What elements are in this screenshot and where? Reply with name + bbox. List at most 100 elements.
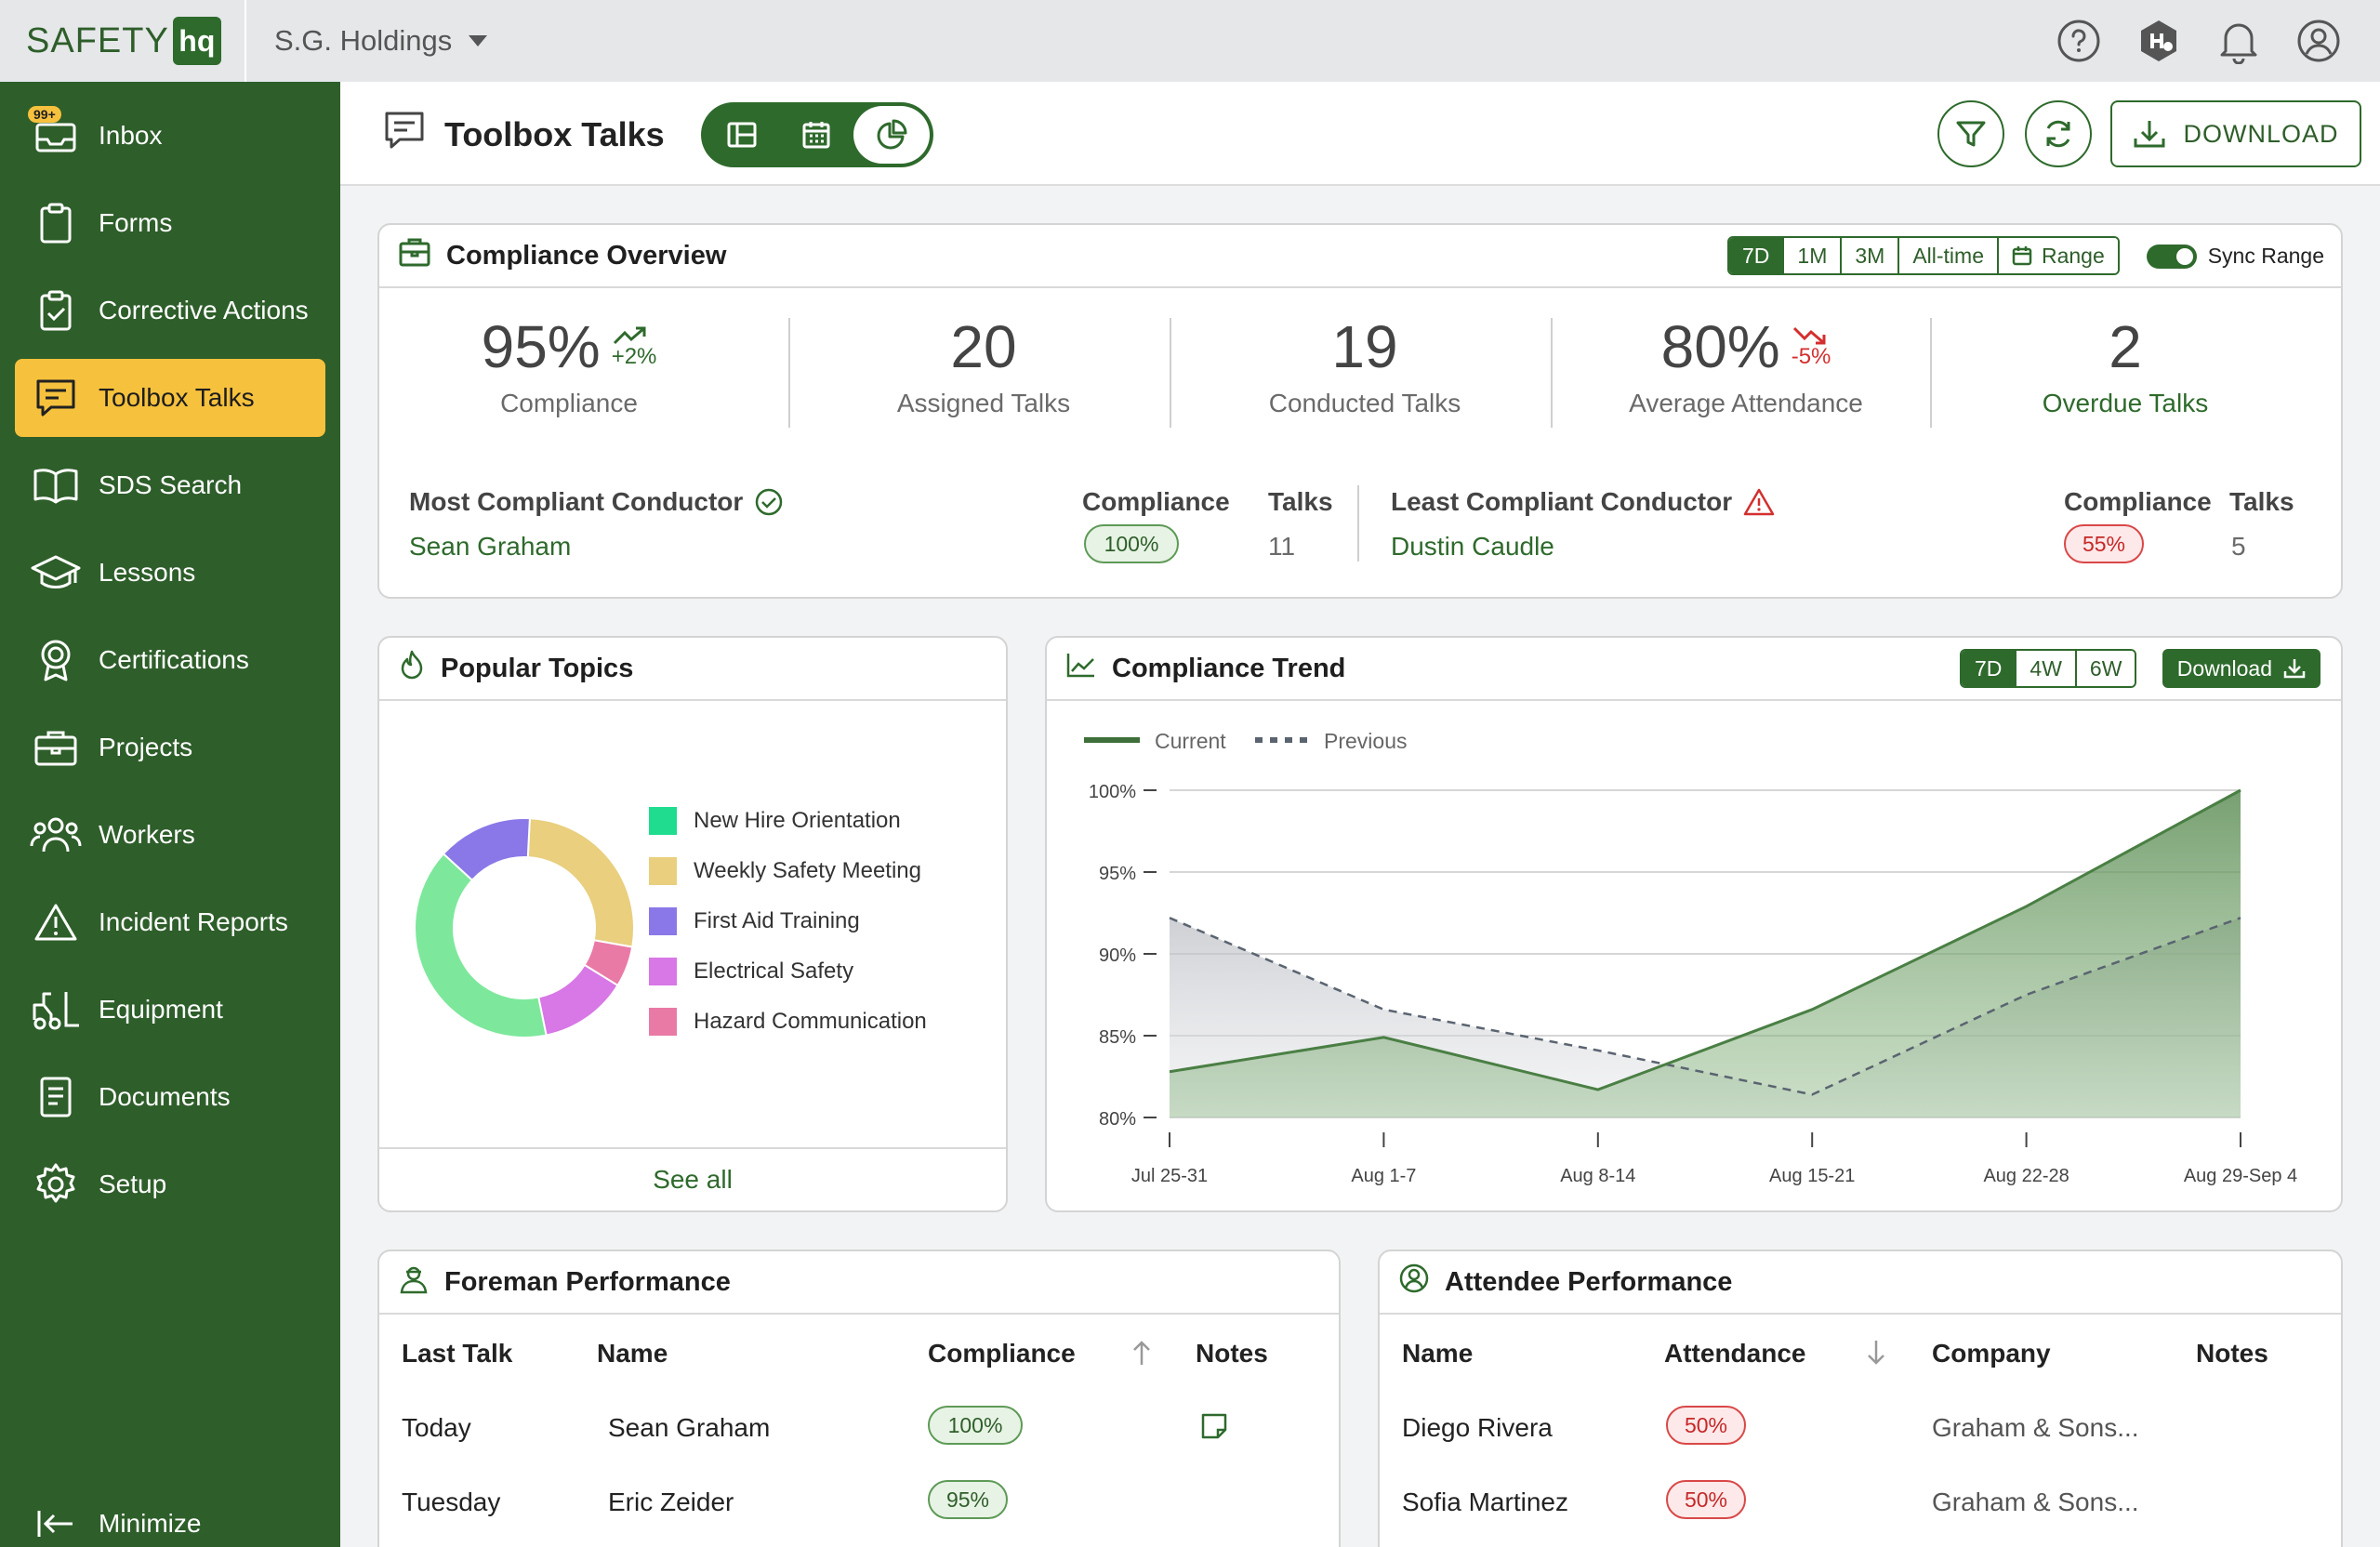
filter-button[interactable] [1937,100,2004,167]
warning-icon [30,896,82,948]
kpi-value: 2 [2109,313,2142,380]
trend-download-button[interactable]: Download [2162,649,2320,688]
calendar-view-button[interactable] [779,106,853,164]
compliance-trend-chart: Current Previous 100% 95% 90% 85% 80% Jul 25-… [1084,729,2297,1186]
x-tick-label: Aug 15-21 [1769,1166,1855,1186]
legend-swatch [649,907,677,935]
sync-range-label: Sync Range [2207,244,2324,268]
user-circle-icon [1398,1263,1430,1302]
cell-company: Graham & Sons... [1932,1413,2139,1442]
legend-current-label: Current [1155,729,1226,753]
range-1m[interactable]: 1M [1782,238,1841,273]
inbox-icon: 99+ [28,106,82,162]
sidebar-item-setup[interactable]: Setup [15,1145,325,1223]
sidebar-item-label: Lessons [99,558,196,587]
talks-count: 5 [2231,532,2246,561]
column-header-compliance[interactable]: Compliance [928,1339,1076,1368]
column-header-notes[interactable]: Notes [1196,1339,1268,1368]
column-header-name[interactable]: Name [597,1339,668,1368]
refresh-button[interactable] [2025,100,2092,167]
range-all-time[interactable]: All-time [1897,238,1997,273]
sidebar-item-lessons[interactable]: Lessons [15,534,325,612]
range-7d[interactable]: 7D [1729,238,1783,273]
attendee-performance-card: Attendee Performance Name Attendance Com… [1378,1250,2343,1547]
sidebar-item-sds-search[interactable]: SDS Search [15,446,325,524]
most-compliant-name[interactable]: Sean Graham [409,532,572,561]
kpi-compliance: 95% +2% Compliance [379,309,759,430]
hard-hat-icon [398,1263,430,1302]
sidebar-item-label: Forms [99,208,173,237]
collapse-icon [30,1498,82,1547]
y-tick-label: 80% [1099,1109,1136,1130]
sort-desc-icon[interactable] [1865,1339,1887,1371]
page-title: Toolbox Talks [444,114,665,153]
donut-segment-4 [442,817,531,882]
help-icon[interactable] [2055,17,2103,65]
compliance-trend-card: Compliance Trend 7D 4W 6W Download Curre… [1045,636,2343,1212]
range-3m[interactable]: 3M [1840,238,1898,273]
kpi-label: Conducted Talks [1268,389,1461,417]
y-tick-label: 95% [1099,864,1136,884]
gear-icon [30,1158,82,1210]
card-title: Attendee Performance [1445,1266,1733,1297]
sidebar-item-label: Projects [99,733,193,761]
see-all-link[interactable]: See all [379,1147,1006,1210]
sidebar-item-inbox[interactable]: 99+ Inbox [15,97,325,175]
legend-item: Electrical Safety [649,958,853,985]
sidebar-item-workers[interactable]: Workers [15,796,325,874]
column-header-last-talk[interactable]: Last Talk [402,1339,513,1368]
cell-name: Diego Rivera [1402,1413,1553,1442]
table-view-button[interactable] [705,106,779,164]
sidebar-item-toolbox-talks[interactable]: Toolbox Talks [15,359,325,437]
sync-range-toggle[interactable]: Sync Range [2146,244,2324,269]
sidebar-item-forms[interactable]: Forms [15,184,325,262]
legend-swatch [649,857,677,885]
award-icon [30,634,82,686]
kpi-value: 20 [950,313,1017,380]
toggle-switch[interactable] [2146,244,2197,269]
minimize-button[interactable]: Minimize [15,1491,325,1547]
talks-count: 11 [1268,532,1296,561]
dashboard-view-button[interactable] [853,106,930,164]
sidebar-item-corrective-actions[interactable]: Corrective Actions [15,271,325,350]
user-icon[interactable] [2294,17,2343,65]
topics-donut-chart [414,817,635,1038]
previous-series-line [1169,917,2241,1096]
clipboard-check-icon [30,284,82,337]
column-header-name[interactable]: Name [1402,1339,1474,1368]
sidebar-item-equipment[interactable]: Equipment [15,971,325,1049]
trend-range-6w[interactable]: 6W [2074,651,2135,686]
note-icon[interactable] [1199,1411,1229,1446]
briefcase-icon [398,236,431,275]
bell-icon[interactable] [2215,17,2263,65]
column-header-company[interactable]: Company [1932,1339,2051,1368]
org-selector[interactable]: S.G. Holdings [274,24,488,58]
hex-logo-icon[interactable] [2135,17,2183,65]
compliance-overview-card: Compliance Overview 7D 1M 3M All-time Ra… [377,223,2343,599]
org-name: S.G. Holdings [274,24,453,57]
cell-company: Graham & Sons... [1932,1488,2139,1516]
range-custom[interactable]: Range [1996,238,2118,273]
column-header-attendance[interactable]: Attendance [1664,1339,1806,1368]
brand-logo[interactable]: SAFETY hq [0,0,246,82]
column-header-notes[interactable]: Notes [2196,1339,2268,1368]
download-button[interactable]: DOWNLOAD [2110,100,2361,167]
kpi-delta: +2% [611,344,657,369]
sidebar-item-certifications[interactable]: Certifications [15,621,325,699]
line-chart-icon [1065,651,1097,686]
sidebar-item-projects[interactable]: Projects [15,708,325,787]
x-tick-label: Jul 25-31 [1131,1166,1208,1186]
talks-header: Talks [2229,487,2294,516]
trend-range-7d[interactable]: 7D [1962,651,2016,686]
trend-down-icon [1792,326,1826,345]
kpi-overdue-talks[interactable]: 2 Overdue Talks [1936,309,2315,430]
least-compliant-label: Least Compliant Conductor [1391,487,1775,517]
kpi-delta: -5% [1791,344,1831,369]
sidebar-item-incident-reports[interactable]: Incident Reports [15,883,325,961]
sort-asc-icon[interactable] [1130,1339,1153,1371]
least-compliant-name[interactable]: Dustin Caudle [1391,532,1554,561]
legend-swatch [649,807,677,835]
trend-range-4w[interactable]: 4W [2015,651,2075,686]
sidebar-item-documents[interactable]: Documents [15,1058,325,1136]
people-icon [30,809,82,861]
